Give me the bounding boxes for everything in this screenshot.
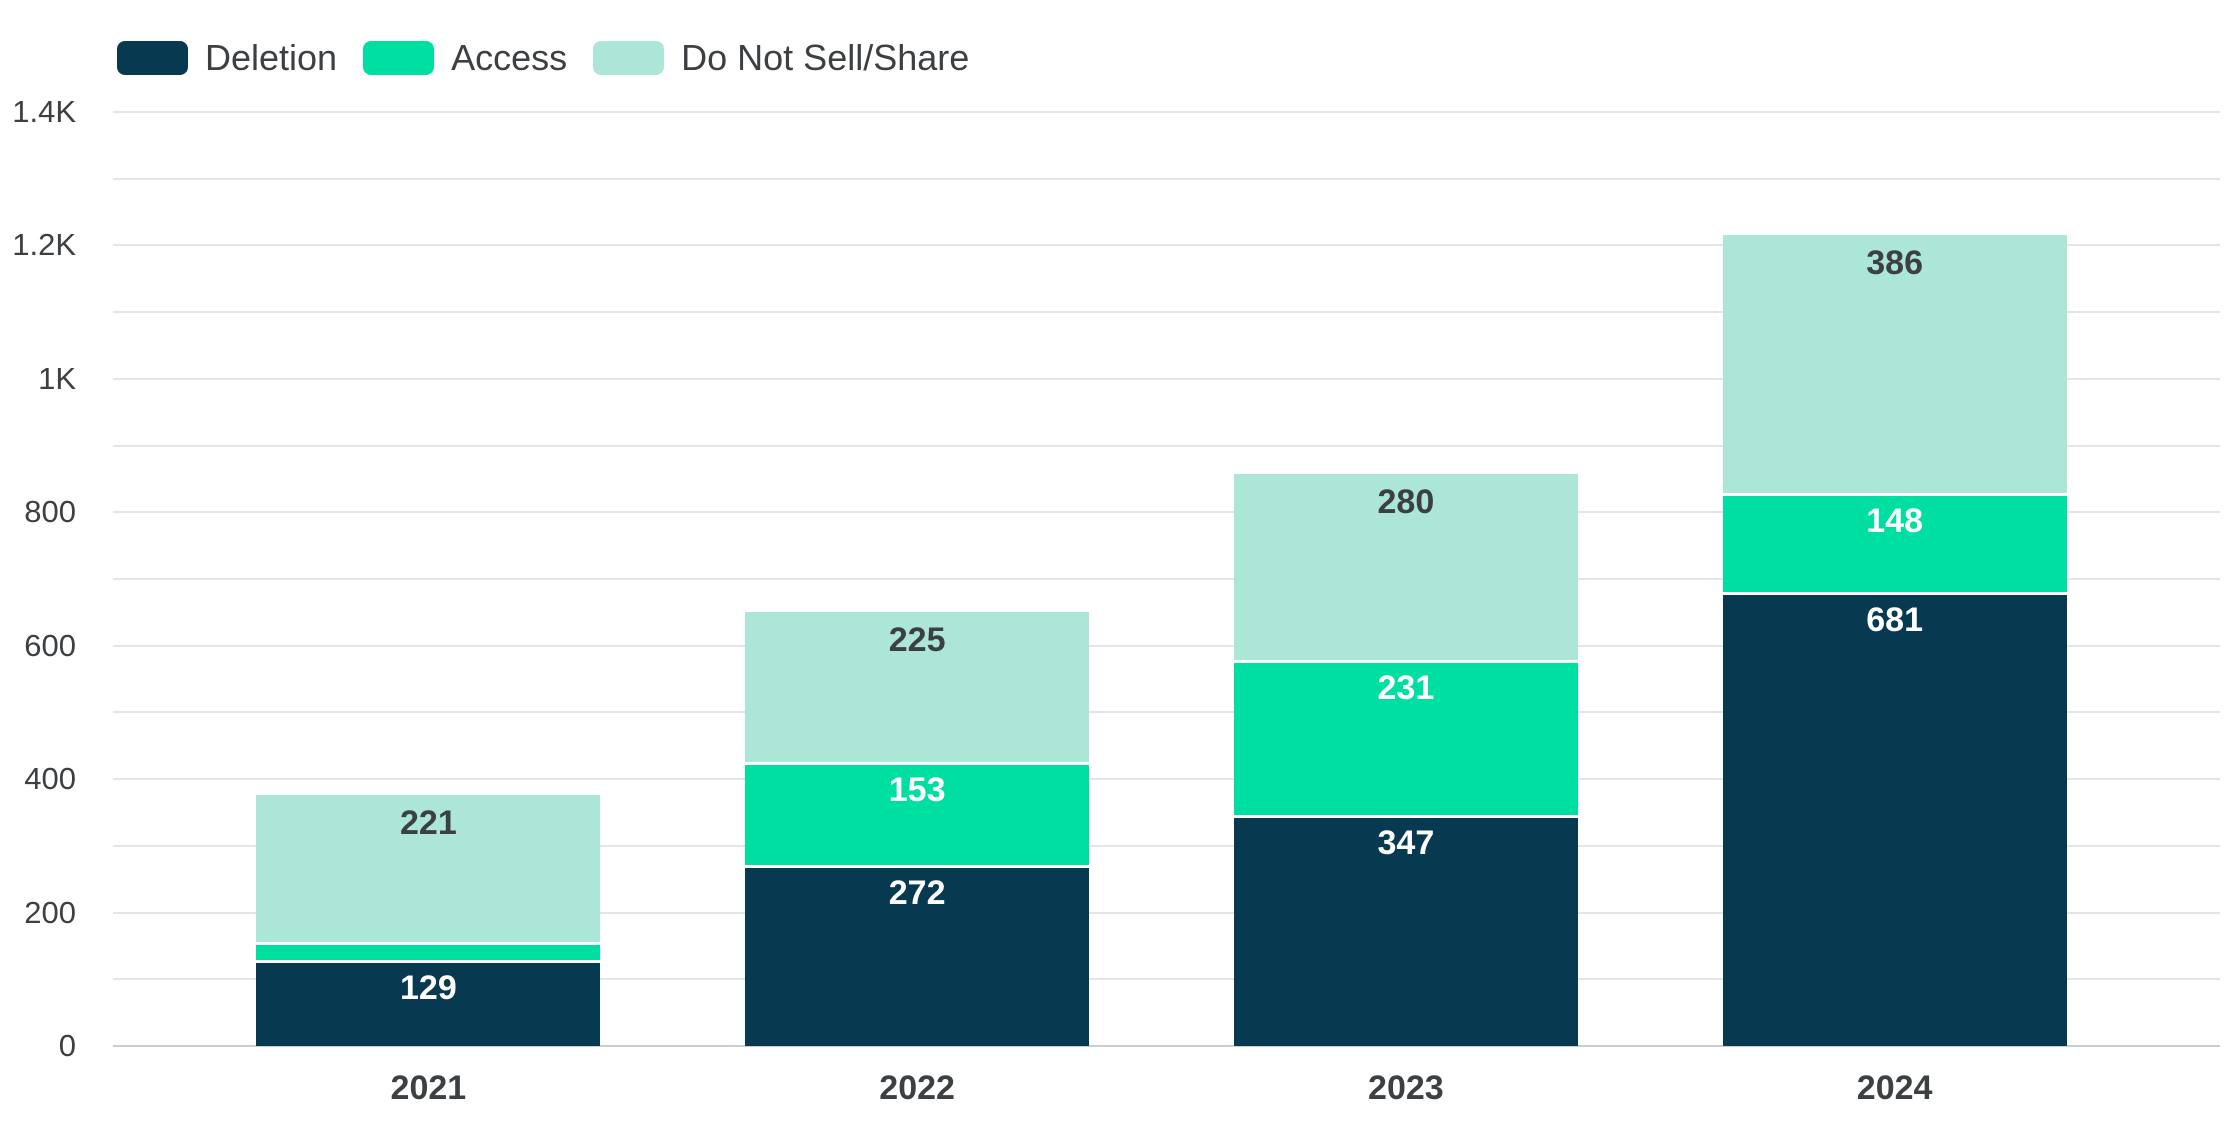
legend-item-do-not-sell-share[interactable]: Do Not Sell/Share [593, 38, 969, 78]
bar-value-label: 347 [1377, 823, 1435, 862]
bar-value-label: 129 [400, 968, 457, 1007]
gridline [113, 1045, 2220, 1047]
legend-label-deletion: Deletion [205, 37, 338, 78]
bar-segment-2022-deletion[interactable]: 272 [745, 864, 1090, 1046]
bar-segment-2022-do-not-sell-share[interactable]: 225 [745, 612, 1090, 763]
x-axis-label-2021: 2021 [390, 1069, 467, 1107]
bar-segment-2023-deletion[interactable]: 347 [1233, 814, 1578, 1046]
chart-legend: Deletion Access Do Not Sell/Share [117, 38, 969, 78]
legend-swatch-access [363, 41, 435, 75]
bar-value-label: 231 [1377, 669, 1435, 708]
legend-swatch-do-not-sell-share [593, 41, 665, 75]
bar-segment-2023-access[interactable]: 231 [1233, 660, 1578, 815]
x-axis-label-2023: 2023 [1368, 1069, 1444, 1107]
x-axis-label-2022: 2022 [879, 1069, 955, 1107]
y-axis-tick-label: 600 [24, 627, 76, 663]
gridline [113, 244, 2220, 247]
y-axis-tick-label: 400 [24, 761, 76, 797]
gridline [113, 911, 2220, 914]
bar-segment-2021-access[interactable] [256, 941, 601, 960]
x-axis-label-2024: 2024 [1856, 1069, 1933, 1107]
bar-value-label: 681 [1866, 600, 1923, 639]
bar-value-label: 221 [400, 803, 457, 842]
bar-group-2023: 347 231 280 [1233, 0, 1578, 1046]
gridline [113, 578, 2220, 580]
bar-value-label: 272 [888, 873, 946, 912]
gridline [113, 311, 2220, 314]
bar-group-2024: 681 148 386 [1722, 0, 2067, 1046]
legend-label-do-not-sell-share: Do Not Sell/Share [681, 37, 970, 78]
gridline [113, 444, 2220, 447]
y-axis-tick-label: 800 [24, 494, 76, 530]
bar-value-label: 280 [1377, 482, 1435, 521]
gridline [113, 377, 2220, 380]
gridline [113, 111, 2220, 113]
gridline [113, 511, 2220, 514]
bar-value-label: 386 [1866, 244, 1923, 283]
bar-segment-2022-access[interactable]: 153 [745, 762, 1090, 865]
gridline [113, 778, 2220, 781]
bar-group-2021: 12927221 [256, 0, 601, 1046]
bar-segment-2024-deletion[interactable]: 681 [1722, 591, 2067, 1046]
y-axis-tick-label: 1.4K [12, 94, 76, 129]
bar-segment-2023-do-not-sell-share[interactable]: 280 [1233, 473, 1578, 661]
bar-segment-2024-do-not-sell-share[interactable]: 386 [1722, 235, 2067, 493]
legend-item-access[interactable]: Access [363, 38, 567, 78]
y-axis-tick-label: 0 [58, 1028, 76, 1063]
y-axis-tick-label: 1K [38, 360, 76, 396]
y-axis-tick-label: 1.2K [12, 227, 76, 263]
bar-segment-2024-access[interactable]: 148 [1722, 492, 2067, 592]
gridline [113, 844, 2220, 847]
bar-value-label: 148 [1866, 501, 1923, 540]
bar-value-label: 153 [888, 771, 946, 810]
gridline [113, 978, 2220, 981]
bar-segment-2021-deletion[interactable]: 129 [256, 959, 601, 1046]
y-axis-tick-label: 200 [24, 894, 76, 930]
bar-segment-2021-do-not-sell-share[interactable]: 221 [256, 794, 601, 942]
bar-value-label: 225 [888, 621, 946, 660]
legend-swatch-deletion [117, 41, 188, 75]
gridline [113, 644, 2220, 647]
legend-item-deletion[interactable]: Deletion [117, 38, 337, 78]
bar-group-2022: 272 153 225 [745, 0, 1090, 1046]
gridline [113, 177, 2220, 180]
gridline [113, 711, 2220, 714]
legend-label-access: Access [451, 37, 568, 78]
